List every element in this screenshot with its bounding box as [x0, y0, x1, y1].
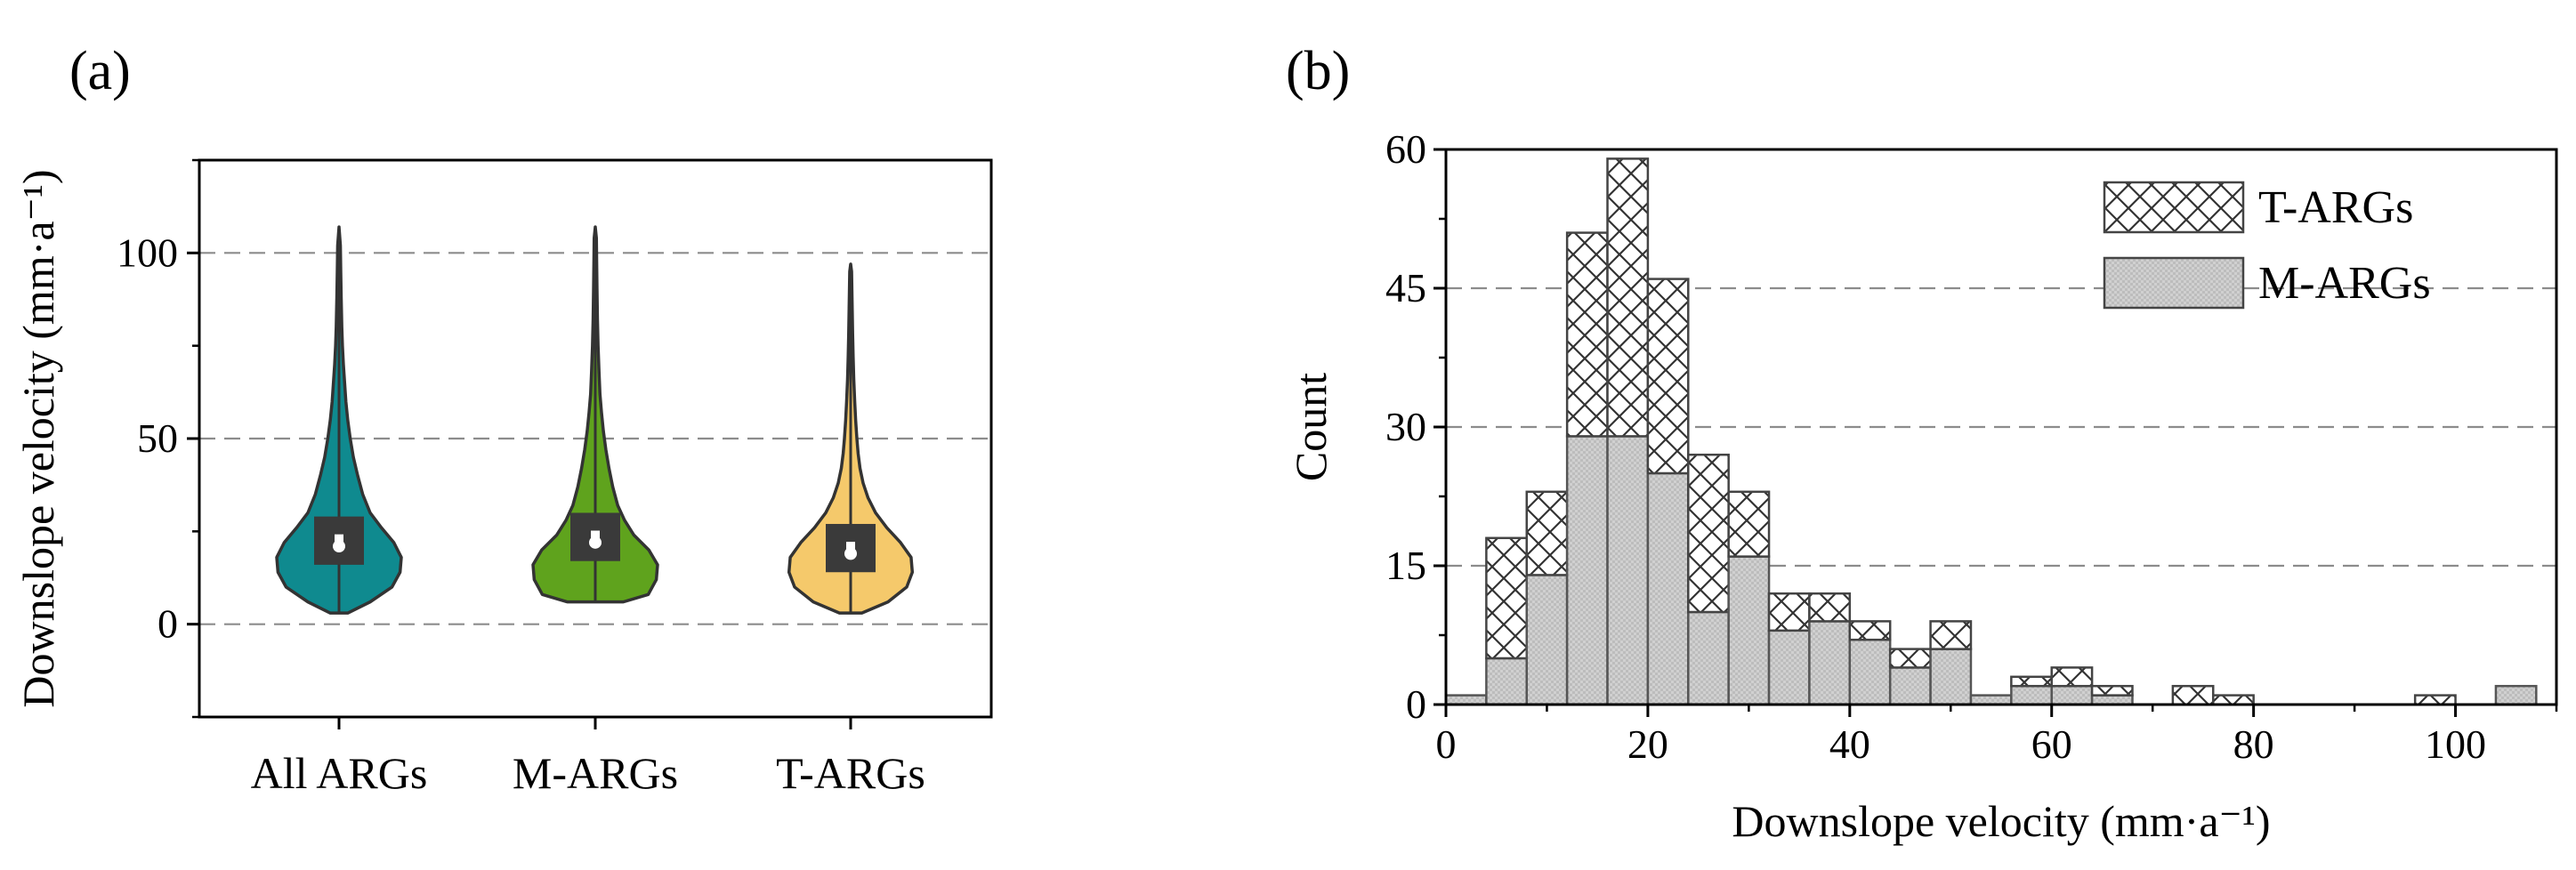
panel-b-x-axis-title: Downslope velocity (mm·a⁻¹) [1732, 796, 2270, 846]
y-tick-label-50: 50 [137, 415, 178, 461]
bar-t-args-bin-44 [1888, 648, 1932, 669]
panel-b-legend: T-ARGs M-ARGs [2103, 181, 2431, 310]
x-tick-label-all-args: All ARGs [251, 748, 428, 798]
bar-t-args-bin-36 [1808, 592, 1852, 623]
x-tick-label-80: 80 [2233, 721, 2274, 767]
y-tick-label-100: 100 [117, 230, 178, 275]
y-tick-label-15: 15 [1385, 543, 1426, 588]
panel-a-violin: (a) 0 50 100 All ARGs M-ARGs T-ARGs Downslope… [13, 41, 993, 798]
mean-marker-t-args [846, 542, 855, 552]
bar-m-args-bin-64 [2090, 694, 2134, 706]
panel-b-histogram: (b) 0 15 30 45 60 0 20 40 60 80 100 Count Downslop… [1286, 41, 2558, 846]
bar-t-args-bin-28 [1727, 490, 1771, 558]
bar-t-args-bin-64 [2090, 684, 2134, 697]
bar-m-args-bin-48 [1929, 648, 1973, 706]
bar-m-args-bin-16 [1606, 435, 1650, 706]
bar-t-args-bin-72 [2171, 684, 2215, 706]
bar-t-args-bin-12 [1565, 231, 1609, 438]
x-tick-label-t-args: T-ARGs [776, 748, 925, 798]
y-tick-label-60: 60 [1385, 126, 1426, 172]
bar-t-args-bin-76 [2212, 694, 2255, 706]
panel-a-label: (a) [69, 41, 131, 101]
bar-m-args-bin-24 [1687, 610, 1730, 706]
panel-b-bars [1444, 157, 2538, 706]
bar-t-args-bin-8 [1525, 490, 1569, 576]
x-tick-label-20: 20 [1627, 721, 1668, 767]
panel-a-violins [275, 225, 915, 615]
panel-a-axis-ticks: 0 50 100 All ARGs M-ARGs T-ARGs [117, 158, 925, 798]
bar-m-args-bin-28 [1727, 555, 1771, 706]
bar-m-args-bin-40 [1848, 638, 1892, 706]
bar-t-args-bin-56 [2010, 675, 2053, 688]
bar-t-args-bin-20 [1646, 278, 1690, 475]
panel-b-y-axis-title: Count [1286, 373, 1336, 481]
bar-t-args-bin-32 [1767, 592, 1811, 632]
bar-m-args-bin-32 [1767, 629, 1811, 706]
bar-m-args-bin-60 [2050, 684, 2094, 706]
bar-m-args-bin-4 [1485, 657, 1529, 706]
panel-b-label: (b) [1286, 41, 1350, 101]
y-tick-label-30: 30 [1385, 404, 1426, 449]
x-tick-label-40: 40 [1829, 721, 1870, 767]
bar-t-args-bin-4 [1485, 536, 1529, 660]
bar-m-args-bin-56 [2010, 684, 2053, 706]
legend-label-m-args: M-ARGs [2258, 258, 2431, 309]
bar-m-args-bin-0 [1444, 694, 1488, 706]
panel-b-axis-ticks: 0 15 30 45 60 0 20 40 60 80 100 [1385, 126, 2558, 767]
bar-t-args-bin-48 [1929, 620, 1973, 650]
bar-t-args-bin-24 [1687, 453, 1730, 614]
bar-t-args-bin-16 [1606, 157, 1650, 438]
bar-t-args-bin-40 [1848, 620, 1892, 641]
mean-marker-all-args [335, 534, 343, 544]
x-tick-label-60: 60 [2031, 721, 2072, 767]
legend-swatch-m-args [2103, 256, 2245, 310]
bar-m-args-bin-36 [1808, 620, 1852, 706]
bar-t-args-bin-96 [2413, 694, 2457, 706]
y-tick-label-0: 0 [157, 601, 178, 647]
x-tick-label-100: 100 [2425, 721, 2486, 767]
x-tick-label-0: 0 [1436, 721, 1457, 767]
y-tick-label-45: 45 [1385, 265, 1426, 310]
bar-m-args-bin-104 [2494, 684, 2538, 706]
mean-marker-m-args [591, 530, 600, 540]
panel-a-y-axis-title: Downslope velocity (mm·a⁻¹) [13, 169, 63, 707]
bar-m-args-bin-20 [1646, 471, 1690, 706]
bar-m-args-bin-12 [1565, 435, 1609, 706]
x-tick-label-m-args: M-ARGs [513, 748, 678, 798]
bar-m-args-bin-44 [1888, 666, 1932, 706]
bar-m-args-bin-52 [1969, 694, 2013, 706]
bar-t-args-bin-60 [2050, 666, 2094, 688]
y-tick-label-0: 0 [1406, 681, 1426, 727]
legend-swatch-t-args [2103, 181, 2245, 234]
bar-m-args-bin-8 [1525, 574, 1569, 706]
legend-label-t-args: T-ARGs [2258, 182, 2413, 233]
